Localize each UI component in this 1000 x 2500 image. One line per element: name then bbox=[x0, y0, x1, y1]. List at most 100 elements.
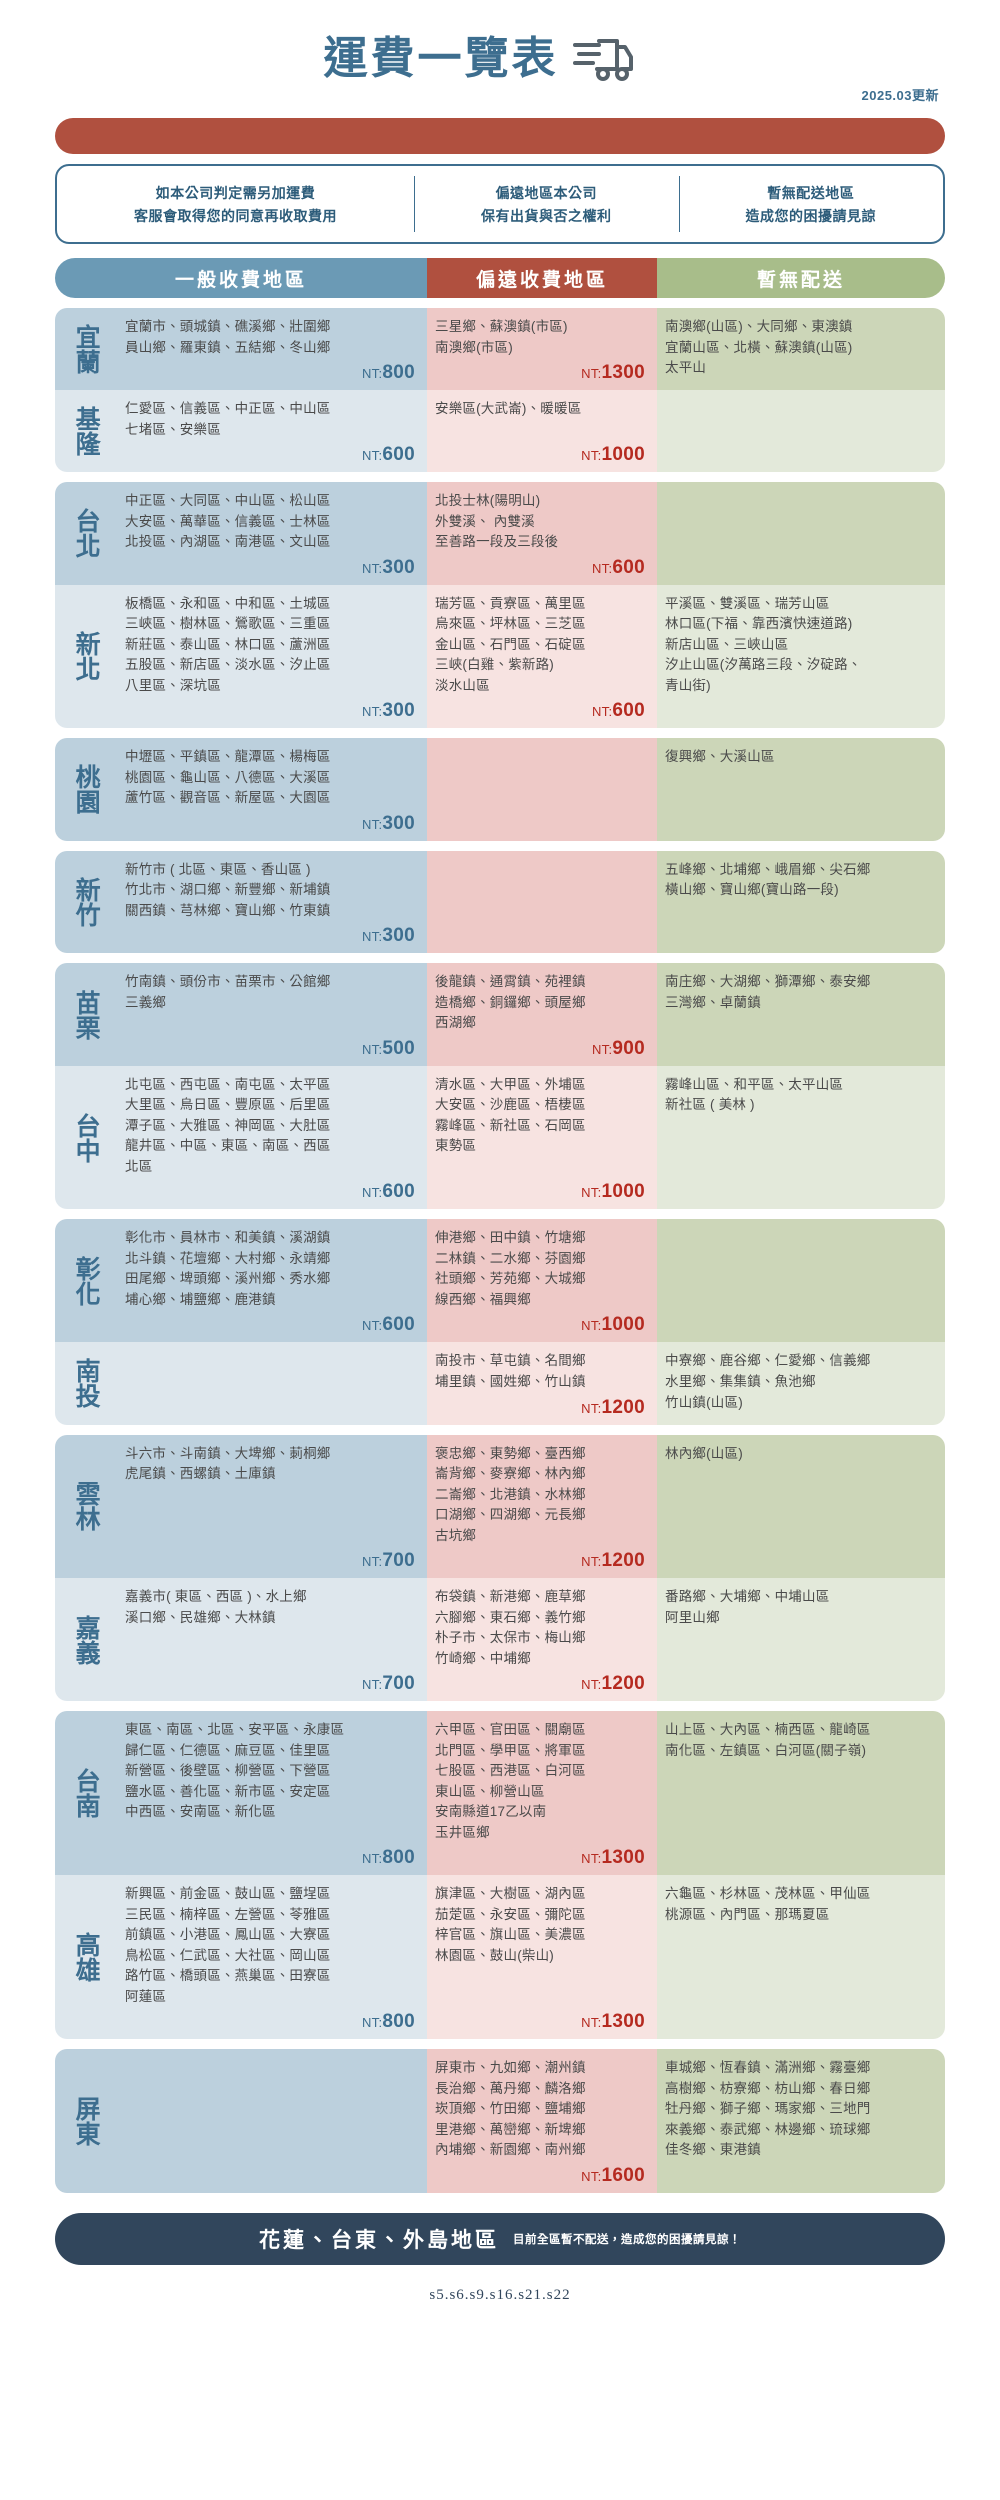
area-line: 東山區、柳營山區 bbox=[435, 1783, 545, 1799]
area-line: 埔里鎮、國姓鄉、竹山鎮 bbox=[435, 1373, 586, 1389]
area-line: 造橋鄉、銅鑼鄉、頭屋鄉 bbox=[435, 994, 586, 1010]
price-label: NT:700 bbox=[361, 1673, 415, 1695]
price-label: NT:1200 bbox=[581, 1396, 645, 1418]
price-label: NT:300 bbox=[361, 700, 415, 722]
fee-cell-remote: 三星鄉、蘇澳鎮(市區) 南澳鄉(市區) NT:1300 bbox=[427, 308, 657, 391]
area-line: 三民區、楠梓區、左營區、苓雅區 bbox=[125, 1906, 331, 1922]
area-line: 安樂區(大武崙)、暖暖區 bbox=[435, 401, 582, 417]
area-line: 桃園區、龜山區、八德區、大溪區 bbox=[125, 769, 331, 785]
fee-cell-general: 新竹市 ( 北區、東區、香山區 ) 竹北市、湖口鄉、新豐鄉、新埔鎮 關西鎮、芎林鄉、… bbox=[117, 850, 427, 954]
region-label-cell: 苗栗 bbox=[55, 963, 117, 1066]
region-name: 新竹 bbox=[72, 877, 101, 927]
region-name: 宜蘭 bbox=[72, 324, 101, 375]
fee-cell-remote: 瑞芳區、貢寮區、萬里區 烏來區、坪林區、三芝區 金山區、石門區、石碇區 三峽(白雞、紫… bbox=[427, 584, 657, 729]
area-line: 八里區、深坑區 bbox=[125, 677, 221, 693]
area-line: 宜蘭市、頭城鎮、礁溪鄉、壯圍鄉 bbox=[125, 319, 331, 334]
table-row: 基隆 仁愛區、信義區、中正區、中山區 七堵區、安樂區 NT:600 安樂區(大武崙)、暖… bbox=[55, 390, 945, 473]
table-row: 台北 中正區、大同區、中山區、松山區 大安區、萬華區、信義區、士林區 北投區、內湖區、… bbox=[55, 482, 945, 585]
price-label: NT:600 bbox=[361, 1314, 415, 1336]
fee-cell-general: 斗六市、斗南鎮、大埤鄉、莿桐鄉 虎尾鎮、西螺鎮、土庫鎮 NT:700 bbox=[117, 1434, 427, 1579]
area-line: 霧峰區、新社區、石岡區 bbox=[435, 1117, 586, 1133]
table-row: 台中 北屯區、西屯區、南屯區、太平區 大里區、烏日區、豐原區、后里區 潭子區、大雅區、… bbox=[55, 1065, 945, 1210]
area-line: 大安區、萬華區、信義區、士林區 bbox=[125, 513, 331, 529]
region-label-cell: 基隆 bbox=[55, 390, 117, 473]
area-line: 板橋區、永和區、中和區、土城區 bbox=[125, 595, 331, 611]
region-label-cell: 台北 bbox=[55, 482, 117, 585]
fee-cell-remote: 清水區、大甲區、外埔區 大安區、沙鹿區、梧棲區 霧峰區、新社區、石岡區 東勢區 NT:1… bbox=[427, 1065, 657, 1210]
area-line: 大里區、烏日區、豐原區、后里區 bbox=[125, 1097, 331, 1113]
price-label: NT:300 bbox=[361, 556, 415, 578]
area-line: 五股區、新店區、淡水區、汐止區 bbox=[125, 657, 331, 673]
fee-cell-remote: 安樂區(大武崙)、暖暖區 NT:1000 bbox=[427, 390, 657, 473]
table-row: 雲林 斗六市、斗南鎮、大埤鄉、莿桐鄉 虎尾鎮、西螺鎮、土庫鎮 NT:700 褒忠鄉、東勢… bbox=[55, 1434, 945, 1579]
region-name: 屏東 bbox=[72, 2096, 101, 2147]
table-row: 南投 南投市、草屯鎮、名間鄉 埔里鎮、國姓鄉、竹山鎮 NT:1200 中寮鄉、鹿谷鄉、仁… bbox=[55, 1342, 945, 1425]
area-line: 桃源區、內門區、那瑪夏區 bbox=[665, 1906, 830, 1922]
area-line: 北屯區、西屯區、南屯區、太平區 bbox=[125, 1076, 331, 1092]
area-line: 南庄鄉、大湖鄉、獅潭鄉、泰安鄉 bbox=[665, 974, 871, 990]
area-line: 橫山鄉、寶山鄉(寶山路一段) bbox=[665, 882, 839, 898]
area-line: 竹山鎮(山區) bbox=[665, 1394, 743, 1410]
area-line: 三義鄉 bbox=[125, 994, 167, 1010]
price-label: NT:700 bbox=[361, 1550, 415, 1572]
region-label-cell: 南投 bbox=[55, 1342, 117, 1425]
area-line: 三峽區、樹林區、鶯歌區、三重區 bbox=[125, 616, 331, 632]
area-line: 彰化市、員林市、和美鎮、溪湖鎮 bbox=[125, 1230, 331, 1246]
notice-item-surcharge: 如本公司判定需另加運費 客服會取得您的同意再收取費用 bbox=[57, 166, 414, 242]
fee-cell-remote: 伸港鄉、田中鎮、竹塘鄉 二林鎮、二水鄉、芬園鄉 社頭鄉、芳苑鄉、大城鄉 線西鄉、福興鄉… bbox=[427, 1219, 657, 1343]
region-name: 高雄 bbox=[72, 1932, 101, 1983]
region-name: 南投 bbox=[72, 1358, 101, 1409]
price-label: NT:500 bbox=[361, 1037, 415, 1059]
area-line: 淡水山區 bbox=[435, 677, 490, 693]
area-line: 伸港鄉、田中鎮、竹塘鄉 bbox=[435, 1230, 586, 1246]
region-name: 台中 bbox=[72, 1112, 101, 1163]
fee-cell-general: 宜蘭市、頭城鎮、礁溪鄉、壯圍鄉 員山鄉、羅東鎮、五結鄉、冬山鄉 NT:800 bbox=[117, 308, 427, 391]
fee-table: 宜蘭 宜蘭市、頭城鎮、礁溪鄉、壯圍鄉 員山鄉、羅東鎮、五結鄉、冬山鄉 NT:800 三星… bbox=[55, 308, 945, 2203]
fee-cell-remote: 旗津區、大樹區、湖內區 茄萣區、永安區、彌陀區 梓官區、旗山區、美濃區 林園區、鼓山(… bbox=[427, 1875, 657, 2040]
update-date: 2025.03更新 bbox=[861, 88, 939, 103]
area-line: 竹北市、湖口鄉、新豐鄉、新埔鎮 bbox=[125, 882, 331, 898]
area-line: 屏東市、九如鄉、潮州鎮 bbox=[435, 2060, 586, 2076]
area-line: 古坑鄉 bbox=[435, 1527, 477, 1543]
fee-cell-remote: 後龍鎮、通霄鎮、苑裡鎮 造橋鄉、銅鑼鄉、頭屋鄉 西湖鄉 NT:900 bbox=[427, 963, 657, 1066]
area-line: 南澳鄉(市區) bbox=[435, 339, 513, 355]
area-line: 番路鄉、大埔鄉、中埔山區 bbox=[665, 1589, 830, 1605]
area-line: 牡丹鄉、獅子鄉、瑪家鄉、三地門 bbox=[665, 2101, 871, 2117]
table-row: 新竹 新竹市 ( 北區、東區、香山區 ) 竹北市、湖口鄉、新豐鄉、新埔鎮 關西鎮、芎林… bbox=[55, 850, 945, 954]
column-header-remote: 偏遠收費地區 bbox=[427, 258, 657, 298]
fee-cell-remote: 屏東市、九如鄉、潮州鎮 長治鄉、萬丹鄉、麟洛鄉 崁頂鄉、竹田鄉、鹽埔鄉 里港鄉、萬巒鄉… bbox=[427, 2049, 657, 2193]
footer-code: s5.s6.s9.s16.s21.s22 bbox=[429, 2286, 571, 2303]
region-name: 苗栗 bbox=[72, 989, 101, 1040]
area-line: 新店山區、三峽山區 bbox=[665, 636, 789, 652]
region-name: 雲林 bbox=[72, 1481, 101, 1532]
fee-cell-nodelivery: 復興鄉、大溪山區 bbox=[657, 738, 945, 841]
region-label-cell: 屏東 bbox=[55, 2049, 117, 2193]
price-label: NT:1300 bbox=[581, 1847, 645, 1869]
area-line: 佳冬鄉、東港鎮 bbox=[665, 2142, 761, 2158]
area-line: 旗津區、大樹區、湖內區 bbox=[435, 1886, 586, 1902]
fee-cell-general: 東區、南區、北區、安平區、永康區 歸仁區、仁德區、麻豆區、佳里區 新營區、後壁區、柳… bbox=[117, 1711, 427, 1876]
area-line: 竹崎鄉、中埔鄉 bbox=[435, 1650, 531, 1666]
area-line: 斗六市、斗南鎮、大埤鄉、莿桐鄉 bbox=[125, 1445, 331, 1461]
fee-cell-nodelivery: 平溪區、雙溪區、瑞芳山區 林口區(下福、靠西濱快速道路) 新店山區、三峽山區 汐止山區… bbox=[657, 584, 945, 729]
area-line: 中寮鄉、鹿谷鄉、仁愛鄉、信義鄉 bbox=[665, 1353, 871, 1369]
fee-cell-remote: 褒忠鄉、東勢鄉、臺西鄉 崙背鄉、麥寮鄉、林內鄉 二崙鄉、北港鎮、水林鄉 口湖鄉、四湖鄉… bbox=[427, 1434, 657, 1579]
table-row: 高雄 新興區、前金區、鼓山區、鹽埕區 三民區、楠梓區、左營區、苓雅區 前鎮區、小港區、… bbox=[55, 1875, 945, 2040]
area-line: 六龜區、杉林區、茂林區、甲仙區 bbox=[665, 1886, 871, 1902]
region-label-cell: 雲林 bbox=[55, 1434, 117, 1579]
row-group: 新竹 新竹市 ( 北區、東區、香山區 ) 竹北市、湖口鄉、新豐鄉、新埔鎮 關西鎮、芎林… bbox=[55, 850, 945, 954]
table-row: 桃園 中壢區、平鎮區、龍潭區、楊梅區 桃園區、龜山區、八德區、大溪區 蘆竹區、觀音區、… bbox=[55, 738, 945, 841]
price-label: NT:1000 bbox=[581, 444, 645, 466]
fee-cell-nodelivery: 林內鄉(山區) bbox=[657, 1434, 945, 1579]
price-label: NT:600 bbox=[361, 1181, 415, 1203]
area-line: 水里鄉、集集鎮、魚池鄉 bbox=[665, 1373, 816, 1389]
fee-cell-nodelivery bbox=[657, 482, 945, 585]
row-group: 台南 東區、南區、北區、安平區、永康區 歸仁區、仁德區、麻豆區、佳里區 新營區、後壁區… bbox=[55, 1711, 945, 2040]
fee-cell-nodelivery bbox=[657, 1219, 945, 1343]
region-label-cell: 新北 bbox=[55, 584, 117, 729]
area-line: 茄萣區、永安區、彌陀區 bbox=[435, 1906, 586, 1922]
area-line: 金山區、石門區、石碇區 bbox=[435, 636, 586, 652]
area-line: 東勢區 bbox=[435, 1138, 477, 1154]
notice-line-1: 暫無配送地區 bbox=[767, 184, 855, 201]
price-label: NT:600 bbox=[591, 700, 645, 722]
